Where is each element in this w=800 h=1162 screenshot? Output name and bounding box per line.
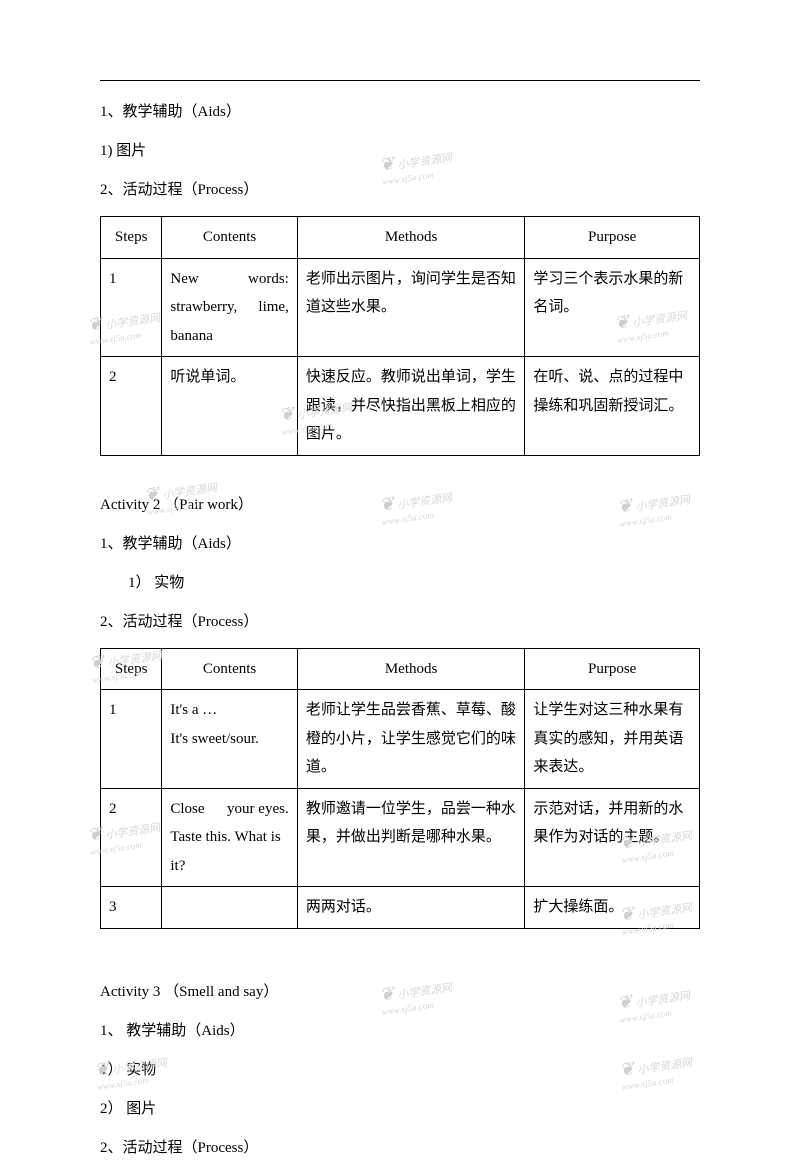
table-row: 1 It's a …It's sweet/sour. 老师让学生品尝香蕉、草莓、… [101,690,700,789]
section3-aids-item-1: 1） 实物 [100,1057,700,1084]
table-row: 1 New words: strawberry, lime, banana 老师… [101,258,700,357]
cell-contents: New words: strawberry, lime, banana [162,258,297,357]
cell-contents: 听说单词。 [162,357,297,456]
cell-step: 2 [101,788,162,887]
section1-table: Steps Contents Methods Purpose 1 New wor… [100,216,700,456]
th-contents: Contents [162,217,297,259]
th-steps: Steps [101,217,162,259]
cell-methods: 老师让学生品尝香蕉、草莓、酸橙的小片，让学生感觉它们的味道。 [297,690,525,789]
th-methods: Methods [297,217,525,259]
th-purpose: Purpose [525,217,700,259]
th-steps: Steps [101,648,162,690]
section2-aids-item-1: 1） 实物 [100,570,700,597]
cell-step: 1 [101,690,162,789]
cell-contents [162,887,297,929]
th-purpose: Purpose [525,648,700,690]
table-row: 3 两两对话。 扩大操练面。 [101,887,700,929]
header-rule [100,80,700,81]
section2-process-title: 2、活动过程（Process） [100,609,700,636]
section2-table: Steps Contents Methods Purpose 1 It's a … [100,648,700,929]
cell-step: 1 [101,258,162,357]
cell-methods: 教师邀请一位学生，品尝一种水果，并做出判断是哪种水果。 [297,788,525,887]
table-row: 2 听说单词。 快速反应。教师说出单词，学生跟读，并尽快指出黑板上相应的图片。 … [101,357,700,456]
cell-purpose: 让学生对这三种水果有真实的感知，并用英语来表达。 [525,690,700,789]
table-header-row: Steps Contents Methods Purpose [101,648,700,690]
cell-methods: 快速反应。教师说出单词，学生跟读，并尽快指出黑板上相应的图片。 [297,357,525,456]
th-contents: Contents [162,648,297,690]
section1-process-title: 2、活动过程（Process） [100,177,700,204]
section3-process-title: 2、活动过程（Process） [100,1135,700,1162]
table-row: 2 Close your eyes. Taste this. What is i… [101,788,700,887]
th-methods: Methods [297,648,525,690]
section1-aids-title: 1、教学辅助（Aids） [100,99,700,126]
cell-step: 2 [101,357,162,456]
cell-methods: 老师出示图片，询问学生是否知道这些水果。 [297,258,525,357]
section1-aids-item-1: 1) 图片 [100,138,700,165]
cell-contents: It's a …It's sweet/sour. [162,690,297,789]
cell-purpose: 扩大操练面。 [525,887,700,929]
table-header-row: Steps Contents Methods Purpose [101,217,700,259]
section2-title: Activity 2 （Pair work） [100,492,700,519]
cell-purpose: 示范对话，并用新的水果作为对话的主题。 [525,788,700,887]
cell-contents: Close your eyes. Taste this. What is it? [162,788,297,887]
section3-aids-title: 1、 教学辅助（Aids） [100,1018,700,1045]
cell-step: 3 [101,887,162,929]
cell-purpose: 学习三个表示水果的新名词。 [525,258,700,357]
section3-title: Activity 3 （Smell and say） [100,979,700,1006]
cell-methods: 两两对话。 [297,887,525,929]
section2-aids-title: 1、教学辅助（Aids） [100,531,700,558]
cell-purpose: 在听、说、点的过程中操练和巩固新授词汇。 [525,357,700,456]
section3-aids-item-2: 2） 图片 [100,1096,700,1123]
